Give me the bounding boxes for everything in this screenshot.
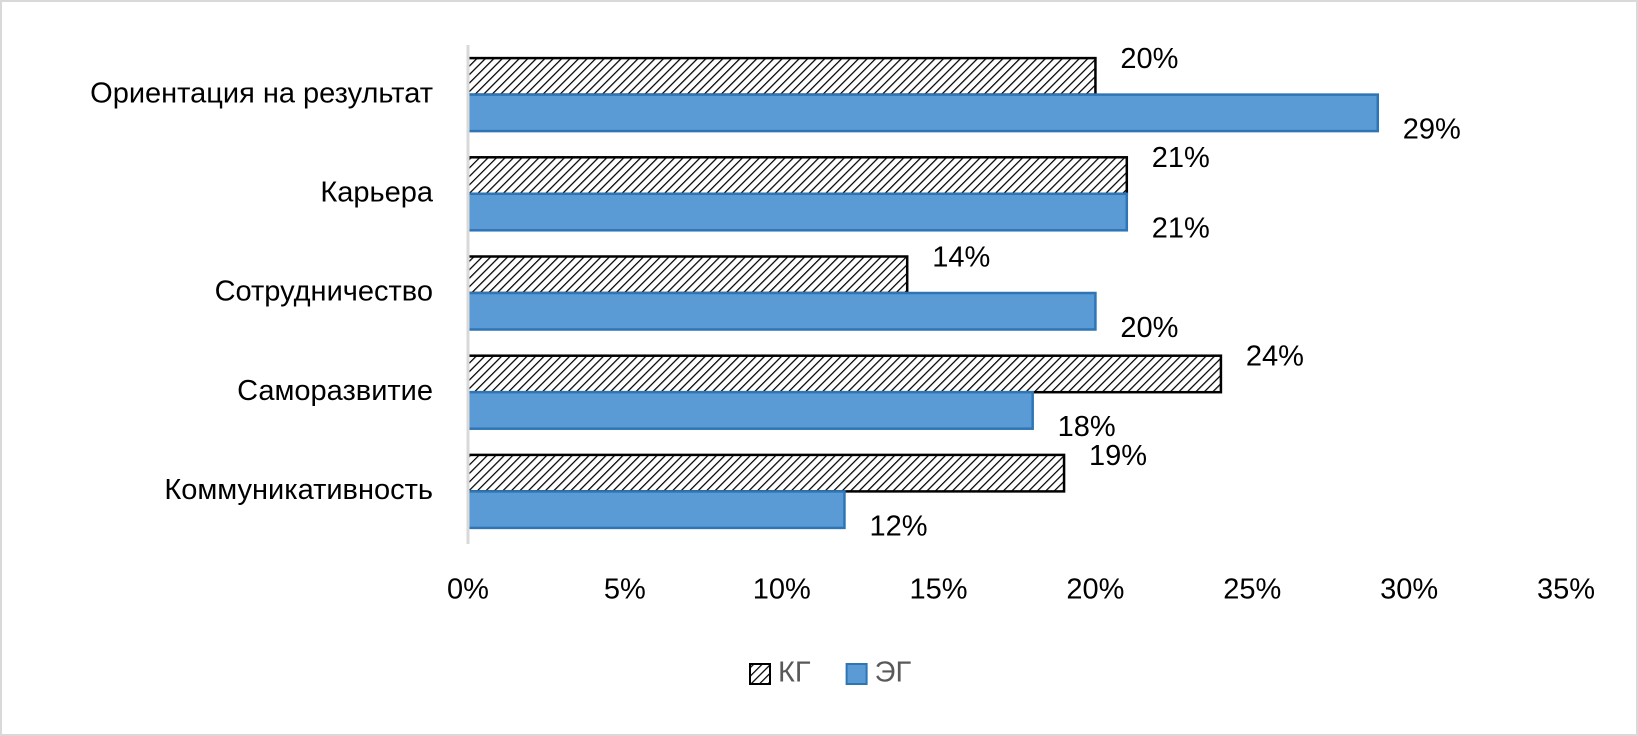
bar [466, 453, 1066, 493]
legend-swatch [749, 663, 771, 685]
value-label: 14% [932, 241, 990, 273]
bar [466, 354, 1223, 394]
bar [466, 291, 1097, 331]
x-tick-label: 10% [753, 574, 811, 606]
bar [466, 255, 909, 295]
legend-swatch [845, 663, 868, 685]
value-label: 19% [1089, 440, 1147, 472]
x-tick-label: 25% [1223, 574, 1281, 606]
value-label: 29% [1403, 114, 1461, 146]
value-label: 20% [1120, 43, 1178, 75]
y-tick-label: Саморазвитие [237, 375, 433, 407]
x-tick-label: 15% [910, 574, 968, 606]
bar [466, 156, 1129, 196]
y-tick-label: Коммуникативность [164, 474, 433, 506]
legend-label: ЭГ [875, 657, 912, 689]
value-label: 21% [1152, 213, 1210, 245]
x-tick-label: 20% [1066, 574, 1124, 606]
value-label: 18% [1058, 411, 1116, 443]
bar [466, 56, 1097, 96]
y-tick-label: Ориентация на результат [90, 77, 433, 109]
y-tick-label: Карьера [320, 176, 434, 208]
value-label: 21% [1152, 142, 1210, 174]
value-label: 12% [869, 510, 927, 542]
value-label: 24% [1246, 341, 1304, 373]
legend-label: КГ [778, 657, 811, 689]
x-tick-label: 35% [1537, 574, 1595, 606]
value-label: 20% [1120, 312, 1178, 344]
bar [466, 93, 1380, 133]
bar [466, 192, 1129, 232]
x-tick-label: 30% [1380, 574, 1438, 606]
y-tick-label: Сотрудничество [215, 276, 433, 308]
bar [466, 490, 846, 530]
x-tick-label: 5% [604, 574, 646, 606]
x-tick-label: 0% [447, 574, 489, 606]
bar [466, 390, 1034, 430]
